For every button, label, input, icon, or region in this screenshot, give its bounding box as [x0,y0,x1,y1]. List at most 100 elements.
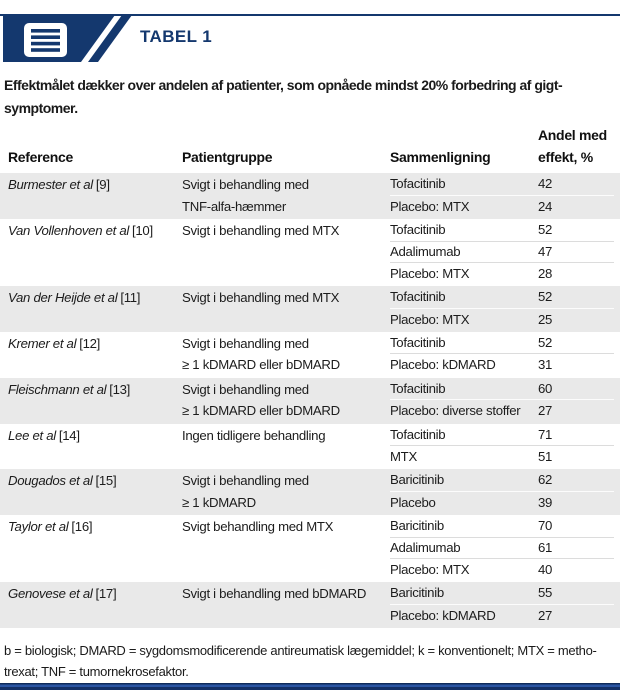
treatment-name: Placebo: kDMARD [390,357,496,372]
treatment-name: Placebo: MTX [390,562,470,577]
effect-value: 39 [538,494,553,510]
trial-arm: Adalimumab 47 [390,242,614,263]
trial-arm: Placebo: kDMARD 27 [390,605,614,626]
reference-cell: Kremer et al [12] [8,333,182,376]
reference-citation: [15] [95,473,117,488]
comparison-effect-cell: Baricitinib 70 Adalimumab 61 Placebo: MT… [390,516,614,580]
effect-value: 31 [538,357,553,372]
table-document-icon [3,15,132,62]
treatment-name: Placebo: MTX [390,198,470,214]
column-header-effect: Andel med effekt, % [538,124,614,168]
trial-arm: Tofacitinib 60 [390,379,614,400]
effect-value: 52 [538,222,553,237]
reference-name: Genovese et al [8,586,93,601]
trial-arm: Placebo: kDMARD 31 [390,354,614,375]
reference-citation: [11] [120,290,141,305]
effect-value: 61 [538,539,553,555]
trial-arm: Baricitinib 70 [390,516,614,538]
column-header-comparison: Sammenligning [390,149,491,165]
table-header-row: Reference Patientgruppe Sammenligning An… [0,124,620,173]
footnote-line: b = biologisk; DMARD = sygdomsmodificere… [4,642,597,658]
trial-arm: Tofacitinib 42 [390,174,614,196]
effect-value: 25 [538,311,553,327]
table-row: Van der Heijde et al [11] Svigt i behandl… [0,286,620,332]
effect-value: 62 [538,472,553,487]
patient-group-line: Svigt i behandling med MTX [182,223,340,238]
column-header-effect-line: effekt, % [538,149,593,165]
footnote-line: trexat; TNF = tumornekrosefaktor. [4,663,189,679]
patient-group-cell: Svigt i behandling med MTX [182,287,390,330]
column-header-effect-line: Andel med [538,127,607,143]
comparison-effect-cell: Tofacitinib 60 Placebo: diverse stoffer … [390,379,614,422]
treatment-name: Baricitinib [390,518,444,533]
trial-arm: Baricitinib 55 [390,583,614,605]
trial-arm: Tofacitinib 52 [390,333,614,354]
comparison-effect-cell: Baricitinib 62 Placebo 39 [390,470,614,513]
effect-value: 40 [538,562,553,577]
patient-group-line: ≥ 1 kDMARD eller bDMARD [182,357,340,372]
treatment-name: Tofacitinib [390,380,446,396]
table-row: Van Vollenhoven et al [10] Svigt i behand… [0,219,620,286]
reference-citation: [16] [71,519,93,534]
reference-cell: Van der Heijde et al [11] [8,287,182,330]
table-row: Dougados et al [15] Svigt i behandling me… [0,469,620,515]
caption-line: Effektmålet dækker over andelen af patie… [4,77,563,93]
patient-group-cell: Svigt i behandling med ≥ 1 kDMARD [182,470,390,513]
patient-group-line: Svigt behandling med MTX [182,519,334,534]
treatment-name: Tofacitinib [390,289,446,304]
reference-citation: [9] [95,177,110,192]
reference-citation: [12] [79,335,101,351]
trial-arm: Baricitinib 62 [390,470,614,492]
trial-arm: Placebo: MTX 25 [390,309,614,330]
effect-value: 60 [538,380,553,396]
trial-arm: Tofacitinib 52 [390,220,614,242]
comparison-effect-cell: Tofacitinib 52 Placebo: kDMARD 31 [390,333,614,376]
comparison-effect-cell: Baricitinib 55 Placebo: kDMARD 27 [390,583,614,626]
caption-line: symptomer. [4,100,78,116]
trial-arm: MTX 51 [390,446,614,467]
results-table: Reference Patientgruppe Sammenligning An… [0,124,620,628]
effect-value: 70 [538,518,553,533]
top-rule [0,14,620,16]
treatment-name: MTX [390,449,417,464]
patient-group-line: ≥ 1 kDMARD [182,494,256,510]
column-header-patient-group: Patientgruppe [182,149,273,165]
table-caption: Effektmålet dækker over andelen af patie… [0,62,620,120]
table-row: Taylor et al [16] Svigt behandling med MT… [0,515,620,582]
reference-cell: Fleischmann et al [13] [8,379,182,422]
treatment-name: Tofacitinib [390,426,446,442]
treatment-name: Tofacitinib [390,334,446,350]
treatment-name: Adalimumab [390,243,461,259]
trial-arm: Tofacitinib 52 [390,287,614,309]
treatment-name: Placebo: diverse stoffer [390,403,521,418]
effect-value: 51 [538,449,553,464]
reference-name: Taylor et al [8,519,69,534]
abbreviations-footnote: b = biologisk; DMARD = sygdomsmodificere… [0,628,620,682]
reference-cell: Burmester et al [9] [8,174,182,217]
effect-value: 42 [538,176,553,191]
reference-citation: [10] [132,223,153,238]
table-row: Burmester et al [9] Svigt i behandling me… [0,173,620,219]
trial-arm: Placebo 39 [390,492,614,513]
table-title: TABEL 1 [140,27,213,46]
reference-name: Van der Heijde et al [8,290,118,305]
treatment-name: Placebo: MTX [390,311,470,327]
column-header-reference: Reference [8,149,74,165]
patient-group-cell: Ingen tidligere behandling [182,425,390,468]
table-masthead: TABEL 1 [0,0,620,62]
reference-name: Burmester et al [8,177,93,192]
comparison-effect-cell: Tofacitinib 52 Adalimumab 47 Placebo: MT… [390,220,614,284]
patient-group-line: ≥ 1 kDMARD eller bDMARD [182,403,340,418]
treatment-name: Placebo [390,494,436,510]
patient-group-cell: Svigt i behandling med bDMARD [182,583,390,626]
trial-arm: Placebo: MTX 40 [390,559,614,580]
treatment-name: Placebo: MTX [390,266,470,281]
comparison-effect-cell: Tofacitinib 42 Placebo: MTX 24 [390,174,614,217]
effect-value: 27 [538,607,553,623]
table-row: Fleischmann et al [13] Svigt i behandling… [0,377,620,424]
treatment-name: Baricitinib [390,472,444,487]
reference-name: Lee et al [8,427,56,443]
trial-arm: Adalimumab 61 [390,538,614,559]
patient-group-line: TNF-alfa-hæmmer [182,198,286,214]
reference-cell: Van Vollenhoven et al [10] [8,220,182,284]
